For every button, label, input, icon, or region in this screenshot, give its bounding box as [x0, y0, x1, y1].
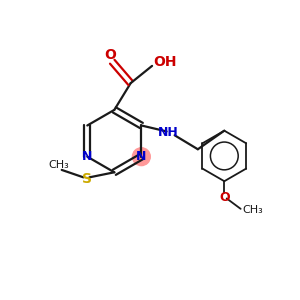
Text: O: O: [219, 191, 230, 204]
Text: O: O: [104, 48, 116, 62]
Text: NH: NH: [158, 126, 178, 140]
Text: CH₃: CH₃: [48, 160, 69, 170]
Text: S: S: [82, 172, 92, 186]
Circle shape: [132, 148, 150, 166]
Text: OH: OH: [153, 55, 176, 69]
Text: N: N: [136, 150, 146, 163]
Text: N: N: [82, 150, 92, 163]
Text: CH₃: CH₃: [243, 205, 263, 215]
